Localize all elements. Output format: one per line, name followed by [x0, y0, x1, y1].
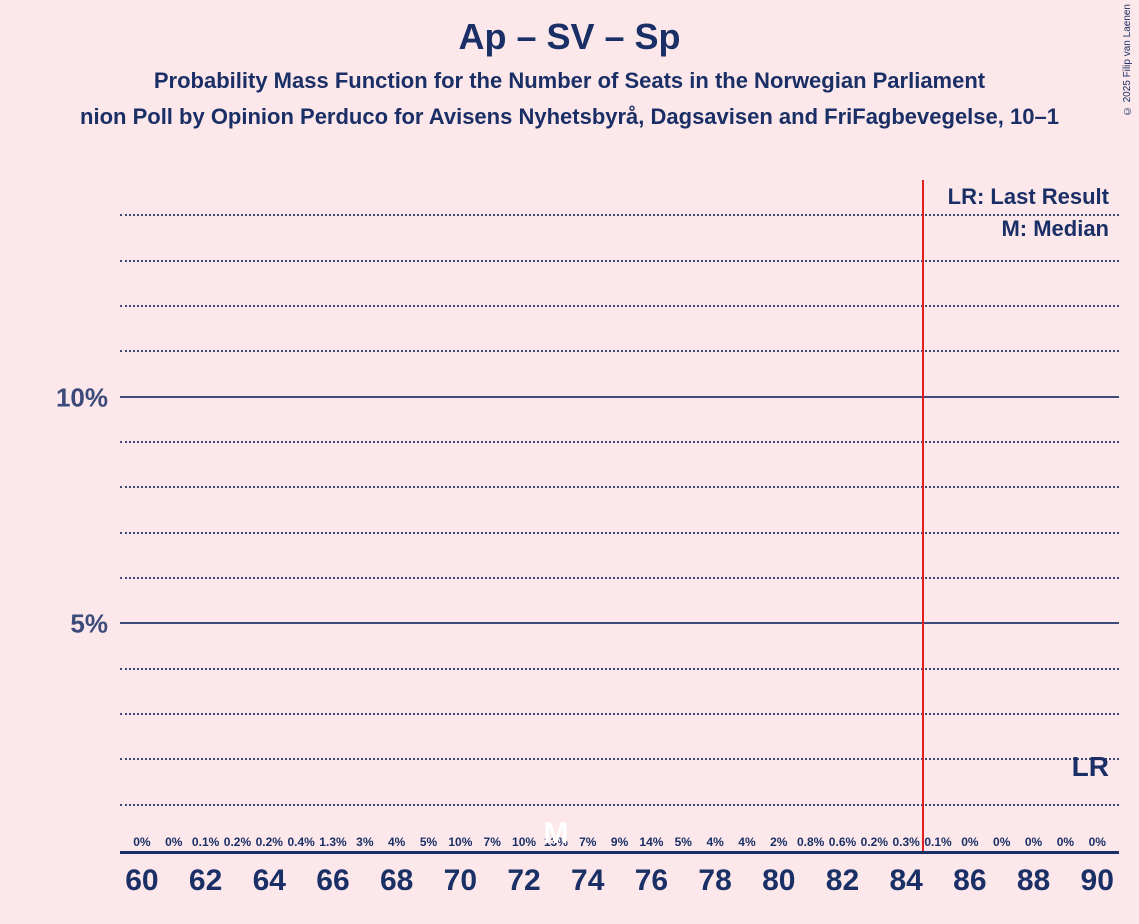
x-cell: 86: [954, 864, 986, 914]
plot-area: LR: Last Result M: Median 5%10%0%0%0.1%0…: [120, 180, 1119, 854]
x-cell: [1049, 864, 1081, 914]
bar-value-label: 5%: [420, 835, 437, 851]
x-cell: [922, 864, 954, 914]
x-cell: [795, 864, 827, 914]
bar-value-label: 0.2%: [224, 835, 251, 851]
bar-value-label: 0.8%: [797, 835, 824, 851]
x-cell: 84: [890, 864, 922, 914]
x-cell: [540, 864, 572, 914]
bar-value-label: 14%: [639, 835, 663, 851]
x-tick-label: 84: [889, 864, 922, 898]
x-tick-label: 88: [1017, 864, 1050, 898]
x-cell: 70: [444, 864, 476, 914]
x-tick-label: 72: [507, 864, 540, 898]
x-cell: 80: [763, 864, 795, 914]
bar-value-label: 2%: [770, 835, 787, 851]
bar-value-label: 0%: [1025, 835, 1042, 851]
bar-value-label: 10%: [512, 835, 536, 851]
x-cell: 66: [317, 864, 349, 914]
x-tick-label: 82: [826, 864, 859, 898]
bar-value-label: 0%: [165, 835, 182, 851]
lr-marker: LR: [1072, 751, 1109, 783]
x-cell: [986, 864, 1018, 914]
x-cell: [349, 864, 381, 914]
chart-subtitle2: nion Poll by Opinion Perduco for Avisens…: [0, 104, 1139, 130]
bar-value-label: 9%: [611, 835, 628, 851]
bar-value-label: 0%: [1089, 835, 1106, 851]
bar-value-label: 0%: [133, 835, 150, 851]
bar-value-label: 5%: [675, 835, 692, 851]
x-cell: [413, 864, 445, 914]
chart-subtitle: Probability Mass Function for the Number…: [0, 68, 1139, 94]
bar-value-label: 1.3%: [319, 835, 346, 851]
x-cell: 76: [636, 864, 668, 914]
bar-value-label: 7%: [579, 835, 596, 851]
x-tick-label: 62: [189, 864, 222, 898]
x-tick-label: 90: [1081, 864, 1114, 898]
bar-value-label: 3%: [356, 835, 373, 851]
y-tick-label: 10%: [56, 382, 120, 413]
bar-value-label: 0.3%: [892, 835, 919, 851]
x-tick-label: 80: [762, 864, 795, 898]
bar-value-label: 0.6%: [829, 835, 856, 851]
bar-value-label: 4%: [706, 835, 723, 851]
bar-value-label: 7%: [484, 835, 501, 851]
x-cell: 62: [190, 864, 222, 914]
bar-value-label: 0.4%: [287, 835, 314, 851]
x-tick-label: 76: [635, 864, 668, 898]
x-tick-label: 86: [953, 864, 986, 898]
x-tick-label: 66: [316, 864, 349, 898]
x-cell: [285, 864, 317, 914]
x-tick-label: 68: [380, 864, 413, 898]
x-cell: [476, 864, 508, 914]
bar-value-label: 0.2%: [256, 835, 283, 851]
bar-value-label: 0.1%: [192, 835, 219, 851]
x-cell: [731, 864, 763, 914]
lr-line: [922, 180, 924, 851]
x-cell: 88: [1018, 864, 1050, 914]
x-tick-label: 74: [571, 864, 604, 898]
bar-value-label: 0%: [993, 835, 1010, 851]
x-tick-label: 60: [125, 864, 158, 898]
bar-value-label: 0.1%: [924, 835, 951, 851]
x-cell: [222, 864, 254, 914]
x-cell: [158, 864, 190, 914]
copyright-text: © 2025 Filip van Laenen: [1122, 4, 1133, 116]
chart-area: LR: Last Result M: Median 5%10%0%0%0.1%0…: [0, 170, 1139, 924]
x-cell: [858, 864, 890, 914]
bar-value-label: 0%: [961, 835, 978, 851]
bar-value-label: 0%: [1057, 835, 1074, 851]
x-tick-label: 64: [253, 864, 286, 898]
bar-value-label: 0.2%: [861, 835, 888, 851]
bar-value-label: 4%: [388, 835, 405, 851]
bar-value-label: 4%: [738, 835, 755, 851]
x-cell: 64: [253, 864, 285, 914]
x-axis: 60 62 64 66 68 70 72 74 76 78 80 82 84 86 88 90: [120, 864, 1119, 914]
y-tick-label: 5%: [70, 609, 120, 640]
x-cell: [667, 864, 699, 914]
x-cell: 82: [827, 864, 859, 914]
x-tick-label: 78: [698, 864, 731, 898]
x-cell: 60: [126, 864, 158, 914]
bar-value-label: 10%: [448, 835, 472, 851]
x-cell: 72: [508, 864, 540, 914]
x-cell: [604, 864, 636, 914]
x-cell: 74: [572, 864, 604, 914]
x-cell: 78: [699, 864, 731, 914]
chart-title: Ap – SV – Sp: [0, 0, 1139, 58]
bars-container: 0%0%0.1%0.2%0.2%0.4%1.3%3%4%5%10%7%10%13…: [120, 180, 1119, 851]
x-cell: 90: [1081, 864, 1113, 914]
median-marker: M: [543, 817, 568, 851]
x-cell: 68: [381, 864, 413, 914]
x-tick-label: 70: [444, 864, 477, 898]
